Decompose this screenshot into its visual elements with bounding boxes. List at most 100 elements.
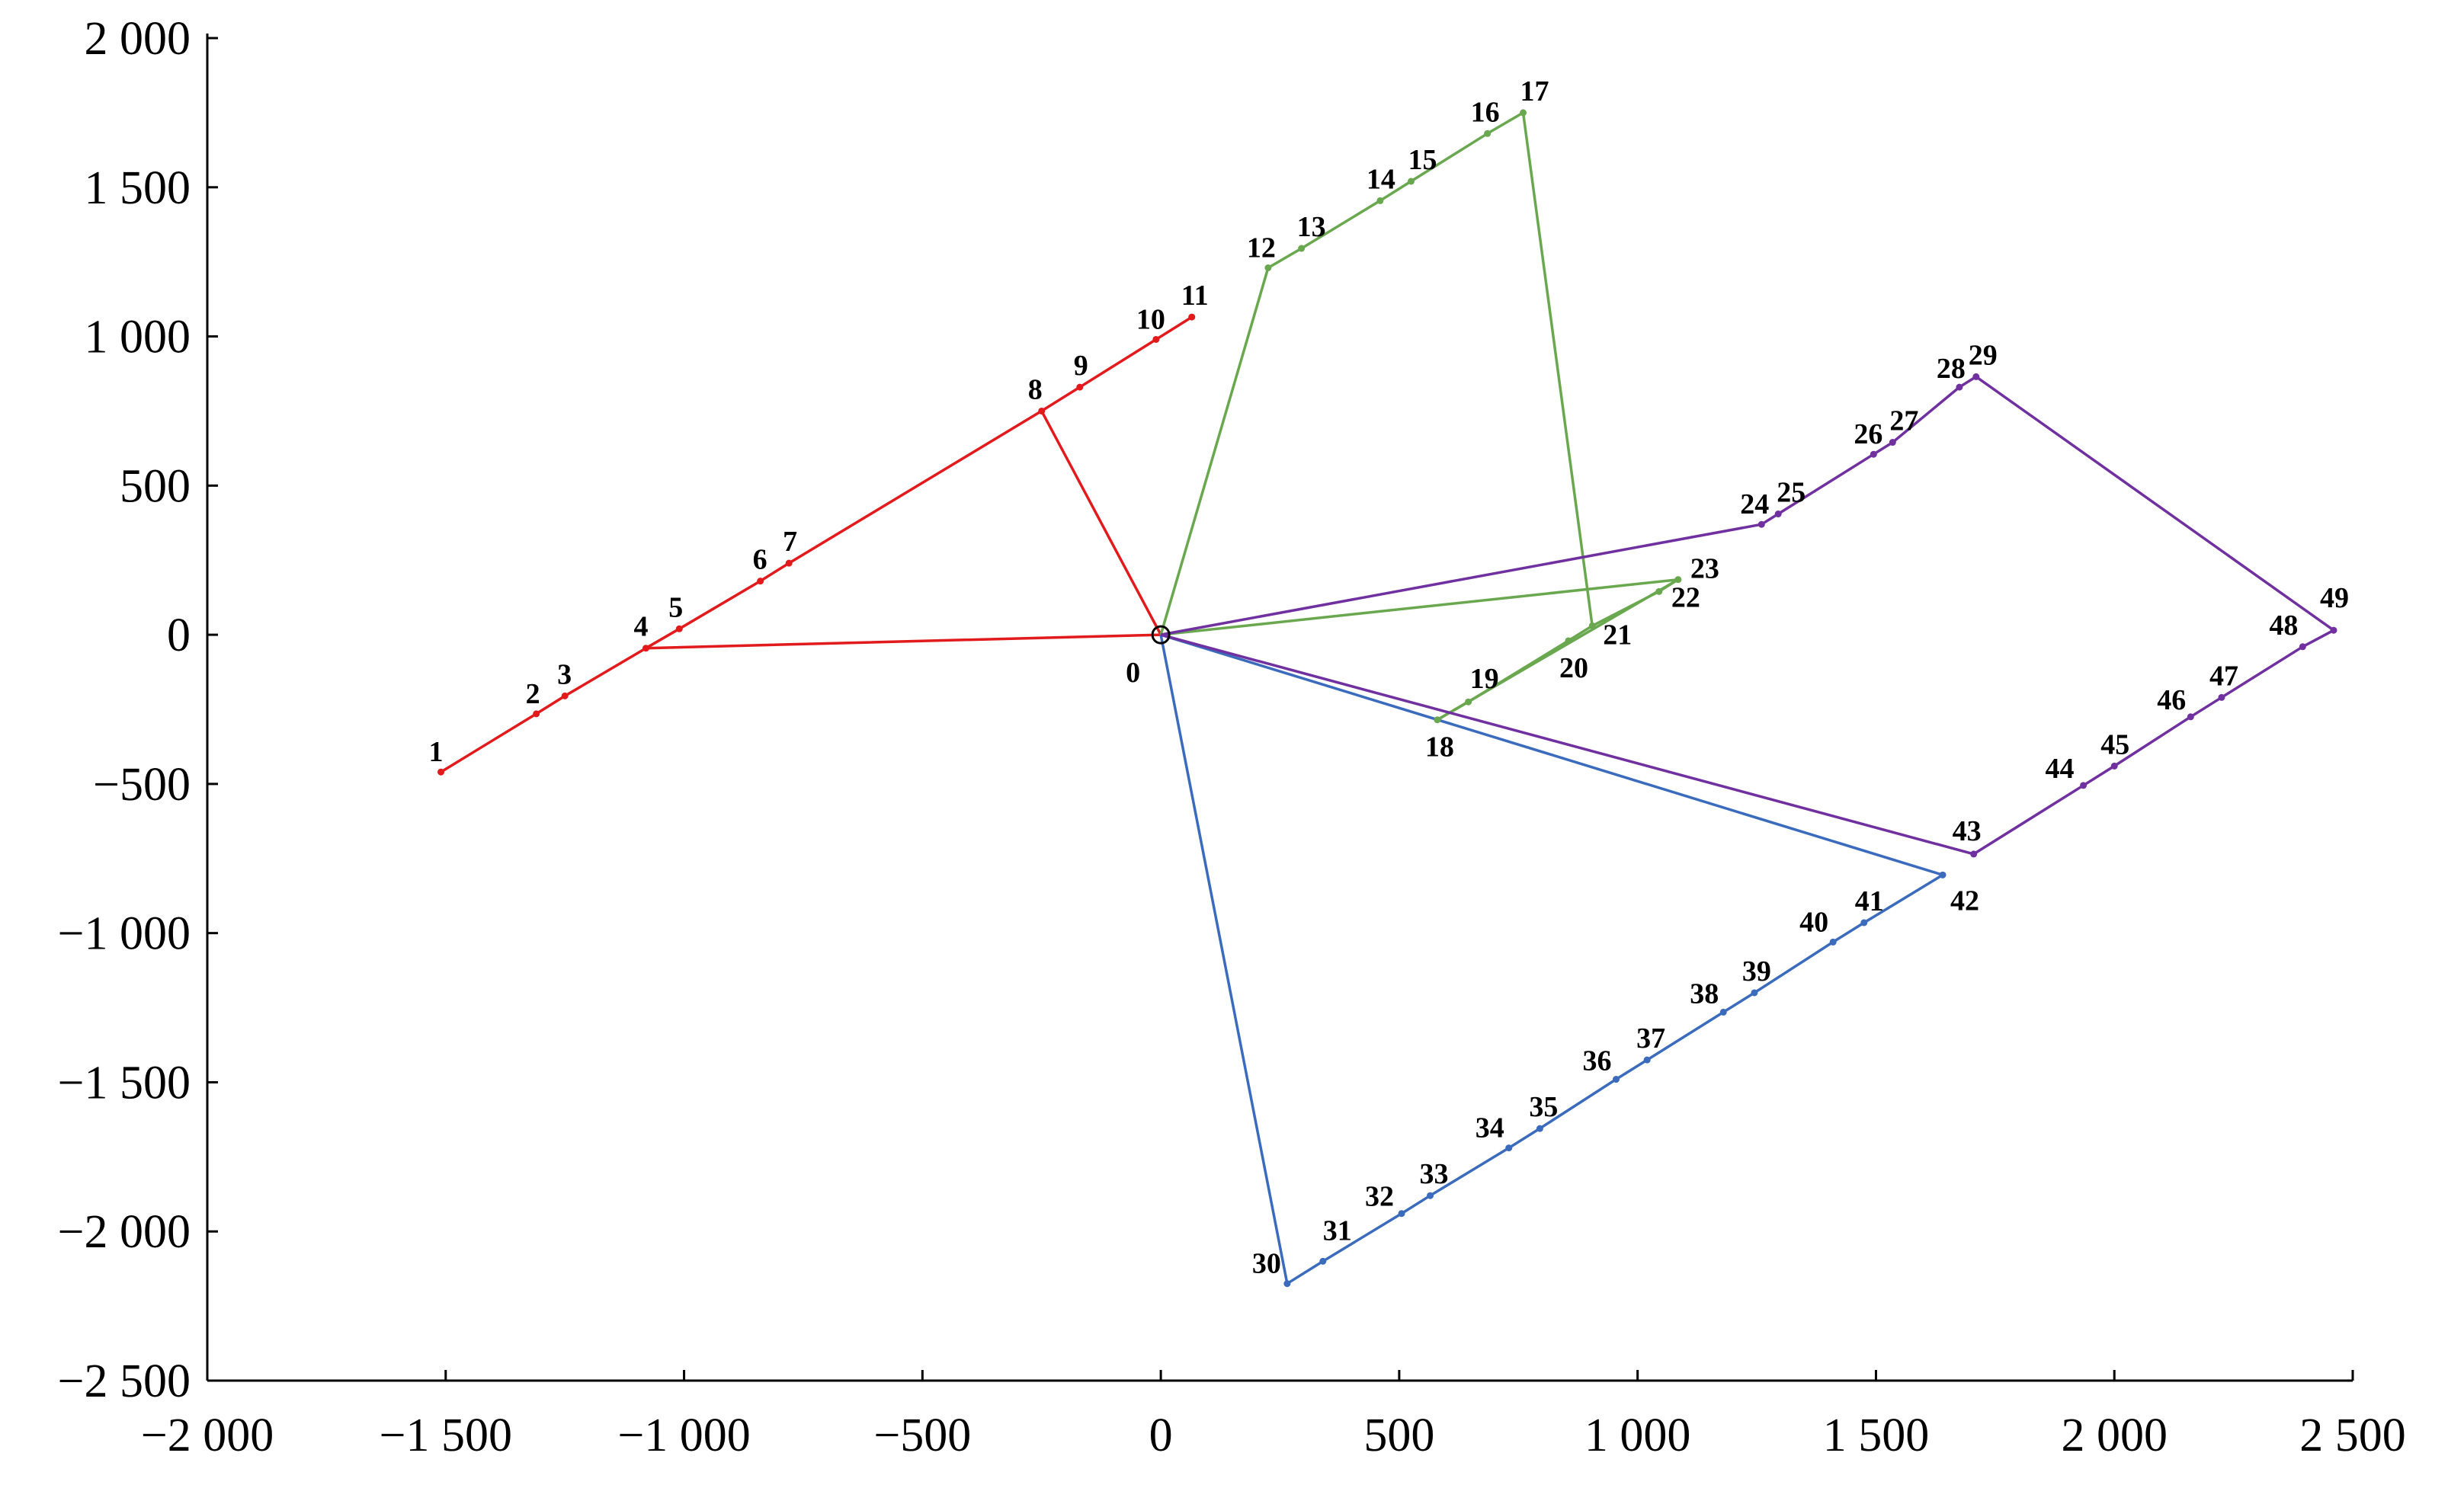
node-4-marker: [642, 645, 650, 652]
node-23-label: 23: [1690, 553, 1719, 585]
node-14-label: 14: [1367, 163, 1395, 195]
node-42-marker: [1939, 871, 1947, 879]
x-tick-label-4: 0: [1149, 1410, 1173, 1461]
node-24-marker: [1757, 520, 1765, 528]
node-48-marker: [2299, 643, 2306, 651]
node-3-label: 3: [557, 658, 572, 690]
node-24-label: 24: [1740, 488, 1769, 520]
node-6-marker: [757, 578, 764, 585]
node-18-label: 18: [1425, 731, 1454, 763]
node-40-marker: [1829, 938, 1837, 946]
node-35-marker: [1536, 1125, 1543, 1132]
node-9-marker: [1076, 383, 1084, 391]
node-47-marker: [2218, 693, 2225, 701]
route-3-segment-1: [1159, 633, 1944, 1285]
node-29-marker: [1972, 373, 1980, 380]
node-16-label: 16: [1471, 96, 1500, 128]
y-tick-label-8: −2 000: [58, 1206, 191, 1258]
node-28-label: 28: [1937, 353, 1966, 385]
node-6-label: 6: [753, 544, 767, 576]
node-11-marker: [1188, 313, 1196, 321]
axes: −2 000 −1 500 −1 000 −500 0 500 1 000 1 500 2 00…: [58, 13, 2406, 1461]
route-1-segment-1: [644, 315, 1193, 650]
x-tick-label-1: −1 500: [380, 1410, 512, 1461]
node-43-marker: [1970, 850, 1978, 858]
node-13-label: 13: [1297, 211, 1326, 243]
x-tick-label-2: −1 000: [617, 1410, 750, 1461]
node-33-marker: [1427, 1192, 1434, 1199]
x-tick-label-8: 2 000: [2061, 1410, 2168, 1461]
node-35-label: 35: [1529, 1091, 1558, 1123]
node-49-label: 49: [2320, 582, 2349, 614]
x-tick-label-9: 2 500: [2299, 1410, 2406, 1461]
node-10-label: 10: [1136, 303, 1165, 335]
y-tick-label-7: −1 500: [58, 1057, 191, 1109]
node-27-label: 27: [1889, 405, 1918, 437]
node-32-label: 32: [1365, 1181, 1394, 1213]
node-4-label: 4: [634, 611, 649, 643]
node-26-marker: [1870, 450, 1877, 458]
node-34-label: 34: [1476, 1112, 1504, 1144]
node-2-marker: [533, 710, 540, 718]
y-tick-label-1: 1 500: [85, 162, 191, 214]
node-42-label: 42: [1950, 885, 1979, 917]
x-tick-label-5: 500: [1363, 1410, 1434, 1461]
node-37-marker: [1643, 1056, 1651, 1064]
node-5-marker: [675, 625, 683, 632]
y-tick-label-4: 0: [167, 610, 191, 661]
node-20-marker: [1565, 637, 1572, 645]
node-8-label: 8: [1028, 373, 1043, 405]
node-46-label: 46: [2157, 684, 2186, 716]
node-12-label: 12: [1247, 232, 1276, 264]
node-5-label: 5: [668, 591, 683, 623]
node-37-label: 37: [1636, 1023, 1665, 1055]
node-49-marker: [2330, 626, 2337, 634]
node-44-marker: [2080, 782, 2088, 789]
node-10-marker: [1152, 335, 1160, 343]
route-1-segment-2: [440, 647, 647, 773]
node-29-label: 29: [1969, 339, 1998, 371]
node-11-label: 11: [1181, 280, 1209, 312]
node-31-marker: [1319, 1257, 1327, 1265]
x-tick-label-7: 1 500: [1823, 1410, 1930, 1461]
node-32-marker: [1398, 1210, 1405, 1218]
node-43-label: 43: [1953, 815, 1982, 847]
node-30-label: 30: [1252, 1248, 1281, 1280]
y-tick-label-3: 500: [120, 460, 191, 512]
node-26-label: 26: [1854, 418, 1882, 450]
depot-marker: [1151, 625, 1171, 645]
depot-label: 0: [1126, 657, 1140, 689]
node-2-label: 2: [526, 678, 540, 710]
x-tick-label-6: 1 000: [1584, 1410, 1691, 1461]
node-1-label: 1: [429, 736, 444, 768]
node-27-marker: [1889, 439, 1896, 446]
node-44-label: 44: [2046, 753, 2075, 785]
node-22-marker: [1655, 587, 1663, 595]
node-1-marker: [437, 768, 445, 776]
y-tick-label-2: 1 000: [85, 312, 191, 363]
node-18-marker: [1434, 716, 1441, 724]
node-8-marker: [1038, 407, 1046, 414]
route-2-segment-4: [1160, 578, 1678, 636]
node-21-label: 21: [1603, 619, 1632, 651]
node-14-marker: [1376, 197, 1384, 204]
node-19-marker: [1465, 698, 1472, 706]
node-25-marker: [1774, 510, 1782, 518]
node-36-marker: [1613, 1076, 1620, 1083]
node-7-marker: [785, 559, 793, 567]
x-tick-label-3: −500: [873, 1410, 971, 1461]
node-39-marker: [1751, 989, 1758, 997]
node-38-label: 38: [1690, 978, 1719, 1010]
node-19-label: 19: [1470, 663, 1499, 695]
nodes-layer: [437, 109, 2337, 1288]
node-48-label: 48: [2269, 610, 2298, 642]
node-41-marker: [1860, 919, 1868, 927]
node-25-label: 25: [1777, 477, 1806, 509]
node-45-label: 45: [2100, 728, 2129, 760]
node-38-marker: [1719, 1008, 1727, 1016]
node-3-marker: [561, 692, 569, 699]
node-15-label: 15: [1408, 144, 1437, 176]
node-17-label: 17: [1520, 75, 1549, 107]
node-28-marker: [1956, 383, 1963, 391]
